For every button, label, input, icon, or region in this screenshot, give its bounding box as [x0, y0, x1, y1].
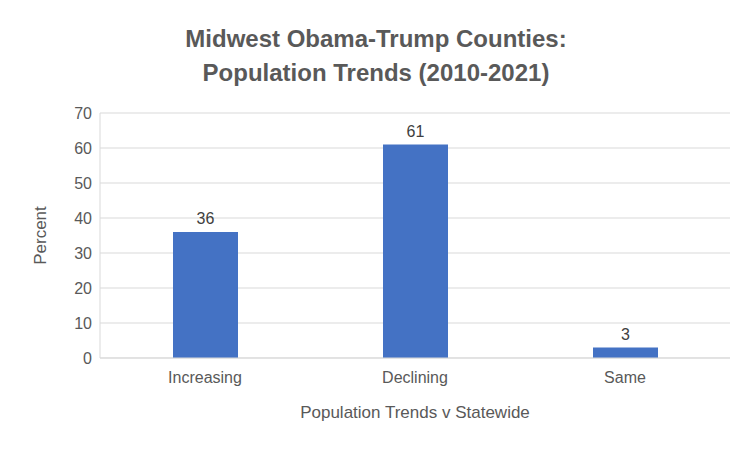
svg-text:20: 20	[74, 280, 92, 297]
svg-text:Declining: Declining	[382, 369, 448, 386]
svg-text:Same: Same	[604, 369, 646, 386]
svg-text:0: 0	[83, 350, 92, 367]
html-text:Midwest Obama-Trump Counties:: Midwest Obama-Trump Counties:	[185, 25, 567, 52]
svg-text:60: 60	[74, 140, 92, 157]
html-text:Population Trends (2010-2021): Population Trends (2010-2021)	[202, 59, 550, 86]
svg-text:61: 61	[407, 123, 425, 140]
svg-text:30: 30	[74, 245, 92, 262]
svg-text:50: 50	[74, 175, 92, 192]
svg-text:40: 40	[74, 210, 92, 227]
svg-text:Percent: Percent	[31, 206, 50, 265]
svg-text:Increasing: Increasing	[168, 369, 242, 386]
svg-text:36: 36	[197, 210, 215, 227]
svg-text:Population Trends v Statewide: Population Trends v Statewide	[300, 403, 530, 422]
svg-text:70: 70	[74, 105, 92, 122]
svg-text:3: 3	[621, 326, 630, 343]
svg-text:10: 10	[74, 315, 92, 332]
